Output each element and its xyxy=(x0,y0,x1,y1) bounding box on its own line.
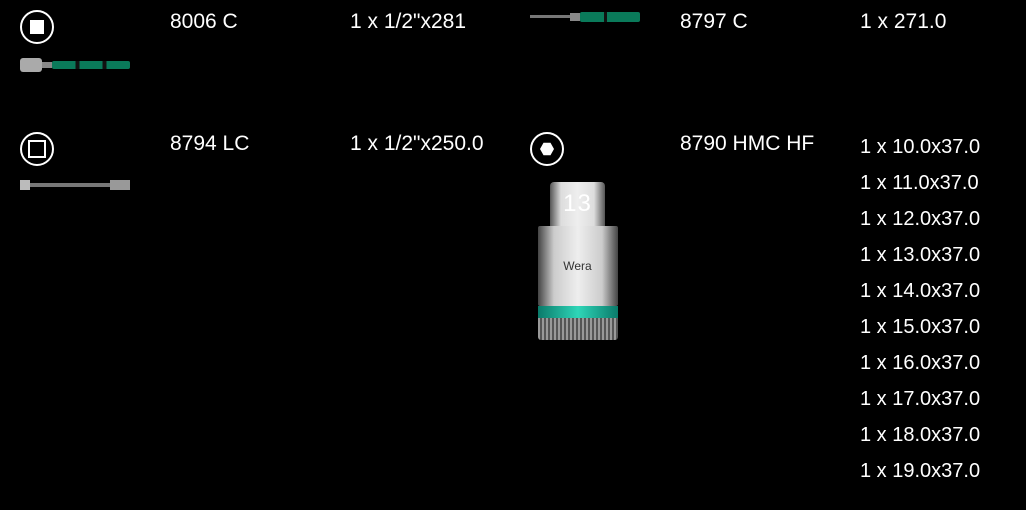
square-outline-drive-icon xyxy=(20,132,54,166)
item-icon-cell xyxy=(530,10,680,72)
size-line: 1 x 15.0x37.0 xyxy=(860,312,980,342)
item-icon-cell xyxy=(20,132,170,486)
square-drive-icon xyxy=(20,10,54,44)
size-line: 1 x 11.0x37.0 xyxy=(860,168,980,198)
driver-icon xyxy=(530,12,640,22)
size-line: 1 x 17.0x37.0 xyxy=(860,384,980,414)
ratchet-icon xyxy=(20,58,130,72)
size-line: 1 x 12.0x37.0 xyxy=(860,204,980,234)
item-sizes: 1 x 10.0x37.0 1 x 11.0x37.0 1 x 12.0x37.0 1… xyxy=(860,132,1026,486)
size-line: 1 x 10.0x37.0 xyxy=(860,132,980,162)
item-name: 8006 C xyxy=(170,10,350,72)
hex-drive-icon xyxy=(530,132,564,166)
size-line: 1 x 18.0x37.0 xyxy=(860,420,980,450)
item-icon-cell: 13 Wera xyxy=(530,132,680,486)
size-line: 1 x 19.0x37.0 xyxy=(860,456,980,486)
size-line: 1 x 16.0x37.0 xyxy=(860,348,980,378)
item-name: 8790 HMC HF xyxy=(680,132,860,486)
socket-size-label: 13 xyxy=(550,182,605,226)
item-name: 8794 LC xyxy=(170,132,350,486)
item-icon-cell xyxy=(20,10,170,72)
item-name: 8797 C xyxy=(680,10,860,72)
size-line: 1 x 13.0x37.0 xyxy=(860,240,980,270)
socket-icon: 13 Wera xyxy=(530,182,625,340)
size-line: 1 x 14.0x37.0 xyxy=(860,276,980,306)
socket-brand: Wera xyxy=(538,226,618,306)
item-size: 1 x 1/2"x250.0 xyxy=(350,132,530,486)
extension-icon xyxy=(20,180,130,190)
item-size: 1 x 1/2"x281 xyxy=(350,10,530,72)
item-size: 1 x 271.0 xyxy=(860,10,1026,72)
product-grid: 8006 C 1 x 1/2"x281 8797 C 1 x 271.0 879… xyxy=(0,0,1026,496)
